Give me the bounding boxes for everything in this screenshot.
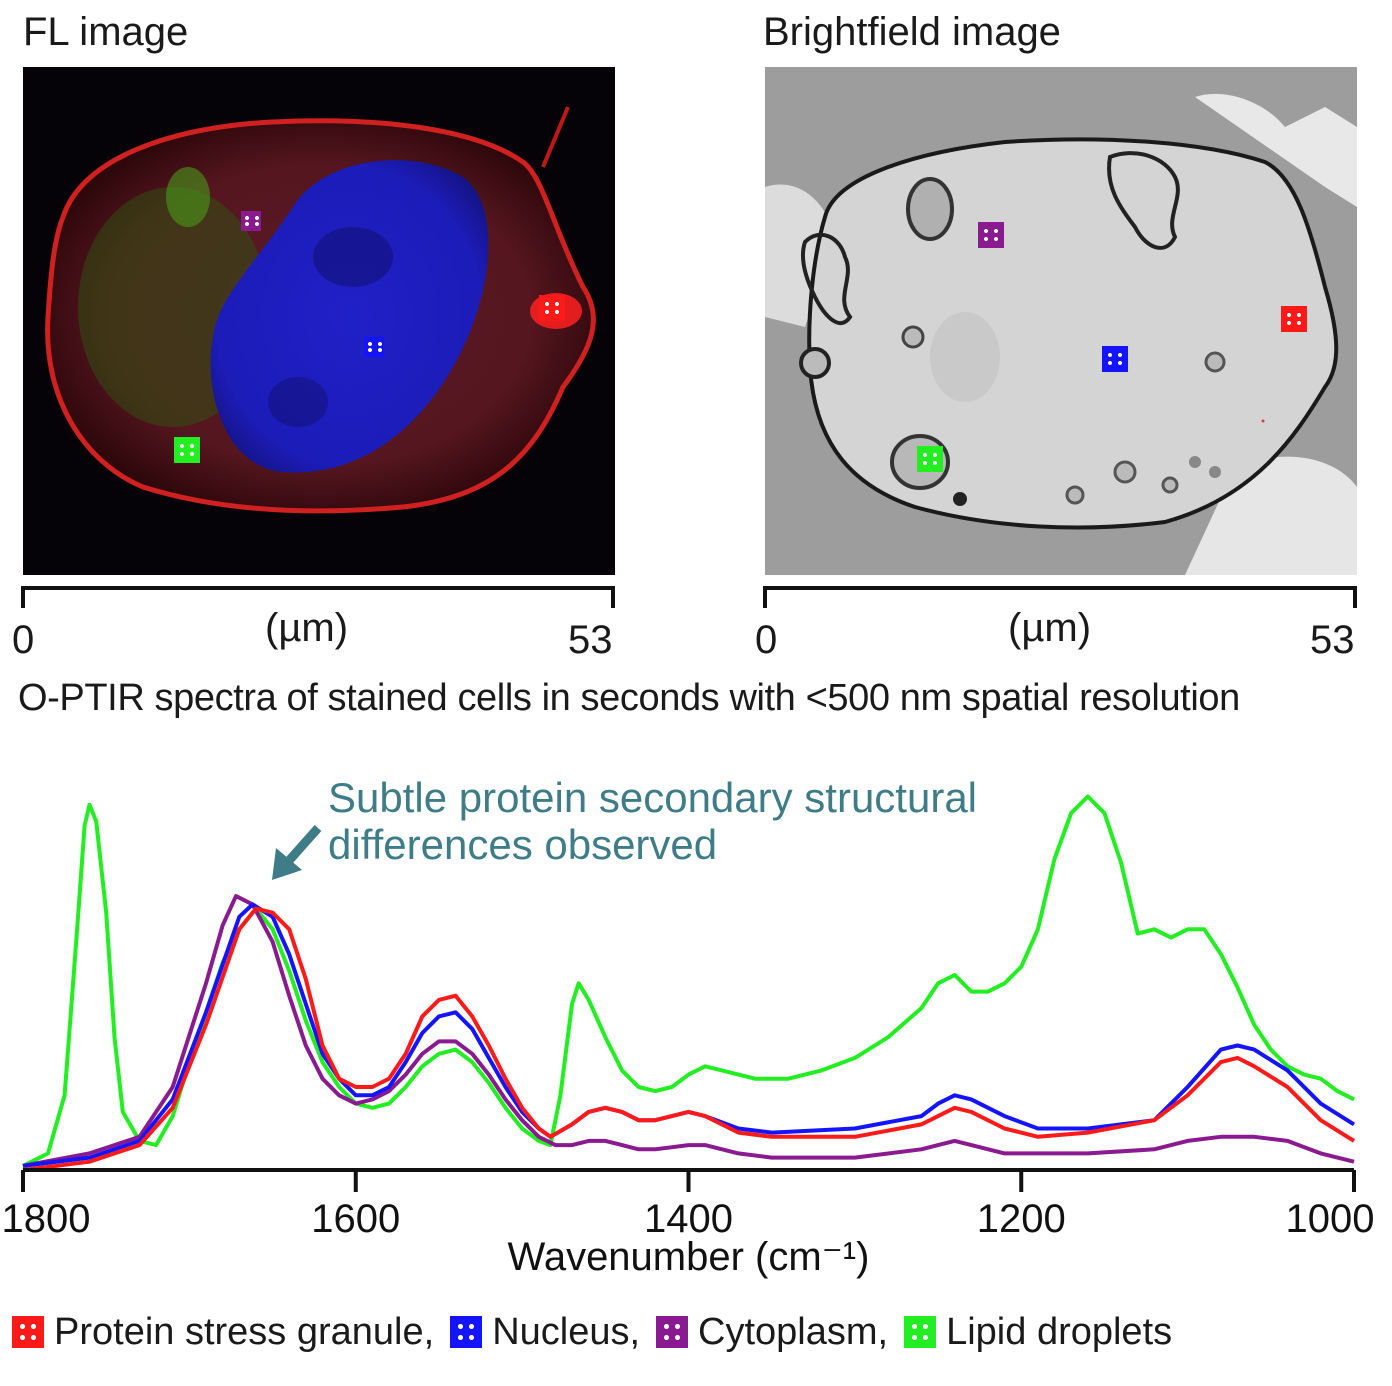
bf-cell-body [807, 137, 1339, 530]
bf-scale-axis [763, 586, 1357, 608]
x-tick-layer: 1800 1600 1400 1200 1000 [2, 1170, 1375, 1241]
x-tick-label: 1000 [1286, 1197, 1375, 1241]
fl-image-canvas [45, 106, 596, 514]
bf-marker-lipid[interactable] [917, 446, 943, 472]
series-line-protein-stress-granule [22, 906, 1356, 1172]
figure-subtitle: O-PTIR spectra of stained cells in secon… [18, 677, 1240, 719]
series-line-nucleus [22, 902, 1356, 1168]
annotation-line-2: differences observed [328, 821, 718, 868]
bf-axis-max: 53 [1310, 618, 1355, 662]
bf-marker-nucleus[interactable] [1102, 346, 1128, 372]
x-axis-label: Wavenumber (cm⁻¹) [508, 1235, 870, 1279]
legend-swatch [904, 1316, 937, 1348]
brightfield-image [765, 67, 1357, 575]
bf-image-canvas [765, 67, 1357, 575]
fl-nucleolus [313, 227, 393, 287]
fl-axis-unit: (µm) [265, 606, 349, 650]
x-tick-label: 1600 [311, 1197, 400, 1241]
legend: Protein stress granule, Nucleus, Cytoplasm… [12, 1309, 1188, 1355]
bf-axis-unit: (µm) [1008, 606, 1092, 650]
spectra-chart: 1800 1600 1400 1200 1000 Wavenumber (cm⁻¹) [2, 794, 1375, 1279]
legend-label: Nucleus, [492, 1310, 641, 1353]
fl-scale-axis [21, 586, 615, 608]
bf-marker-protein[interactable] [1281, 306, 1307, 332]
fl-marker-protein[interactable] [539, 295, 565, 321]
fl-axis-min: 0 [12, 618, 35, 662]
fl-marker-nucleus[interactable] [364, 337, 384, 357]
legend-item: Lipid droplets [904, 1311, 1172, 1354]
fl-image [23, 67, 615, 575]
bf-bright-region [1195, 93, 1357, 207]
bf-axis-min: 0 [755, 618, 778, 662]
series-line-cytoplasm [22, 894, 1355, 1168]
annotation-arrow [272, 825, 322, 880]
fl-marker-lipid[interactable] [174, 437, 200, 463]
bf-dark-cluster [1107, 151, 1180, 250]
bf-image-title: Brightfield image [763, 10, 1061, 54]
fl-marker-cytoplasm[interactable] [241, 211, 261, 231]
legend-item: Protein stress granule, [12, 1311, 434, 1354]
legend-swatch [450, 1316, 483, 1348]
x-tick-label: 1400 [644, 1197, 733, 1241]
annotation-line-1: Subtle protein secondary structural [328, 774, 978, 821]
legend-swatch [12, 1316, 44, 1348]
legend-label: Lipid droplets [946, 1310, 1173, 1353]
legend-item: Nucleus, [450, 1311, 640, 1354]
x-tick-label: 1800 [2, 1197, 91, 1241]
legend-swatch [656, 1316, 689, 1348]
legend-item: Cytoplasm, [656, 1311, 888, 1354]
fl-cell-protrusion [541, 106, 570, 168]
bf-marker-cytoplasm[interactable] [978, 222, 1004, 248]
bf-bright-region [765, 184, 835, 327]
fl-green-spot [166, 167, 210, 227]
fl-nucleolus [268, 377, 328, 427]
bf-vesicle [906, 177, 954, 241]
legend-label: Cytoplasm, [698, 1310, 889, 1353]
fl-axis-max: 53 [568, 618, 613, 662]
bf-dark-cluster [801, 232, 853, 326]
bf-vesicle [799, 347, 831, 379]
x-tick-label: 1200 [977, 1197, 1066, 1241]
series-layer [22, 794, 1356, 1172]
fl-image-title: FL image [23, 10, 189, 54]
annotation-text: Subtle protein secondary structural diff… [328, 774, 977, 868]
legend-label: Protein stress granule, [54, 1310, 435, 1353]
